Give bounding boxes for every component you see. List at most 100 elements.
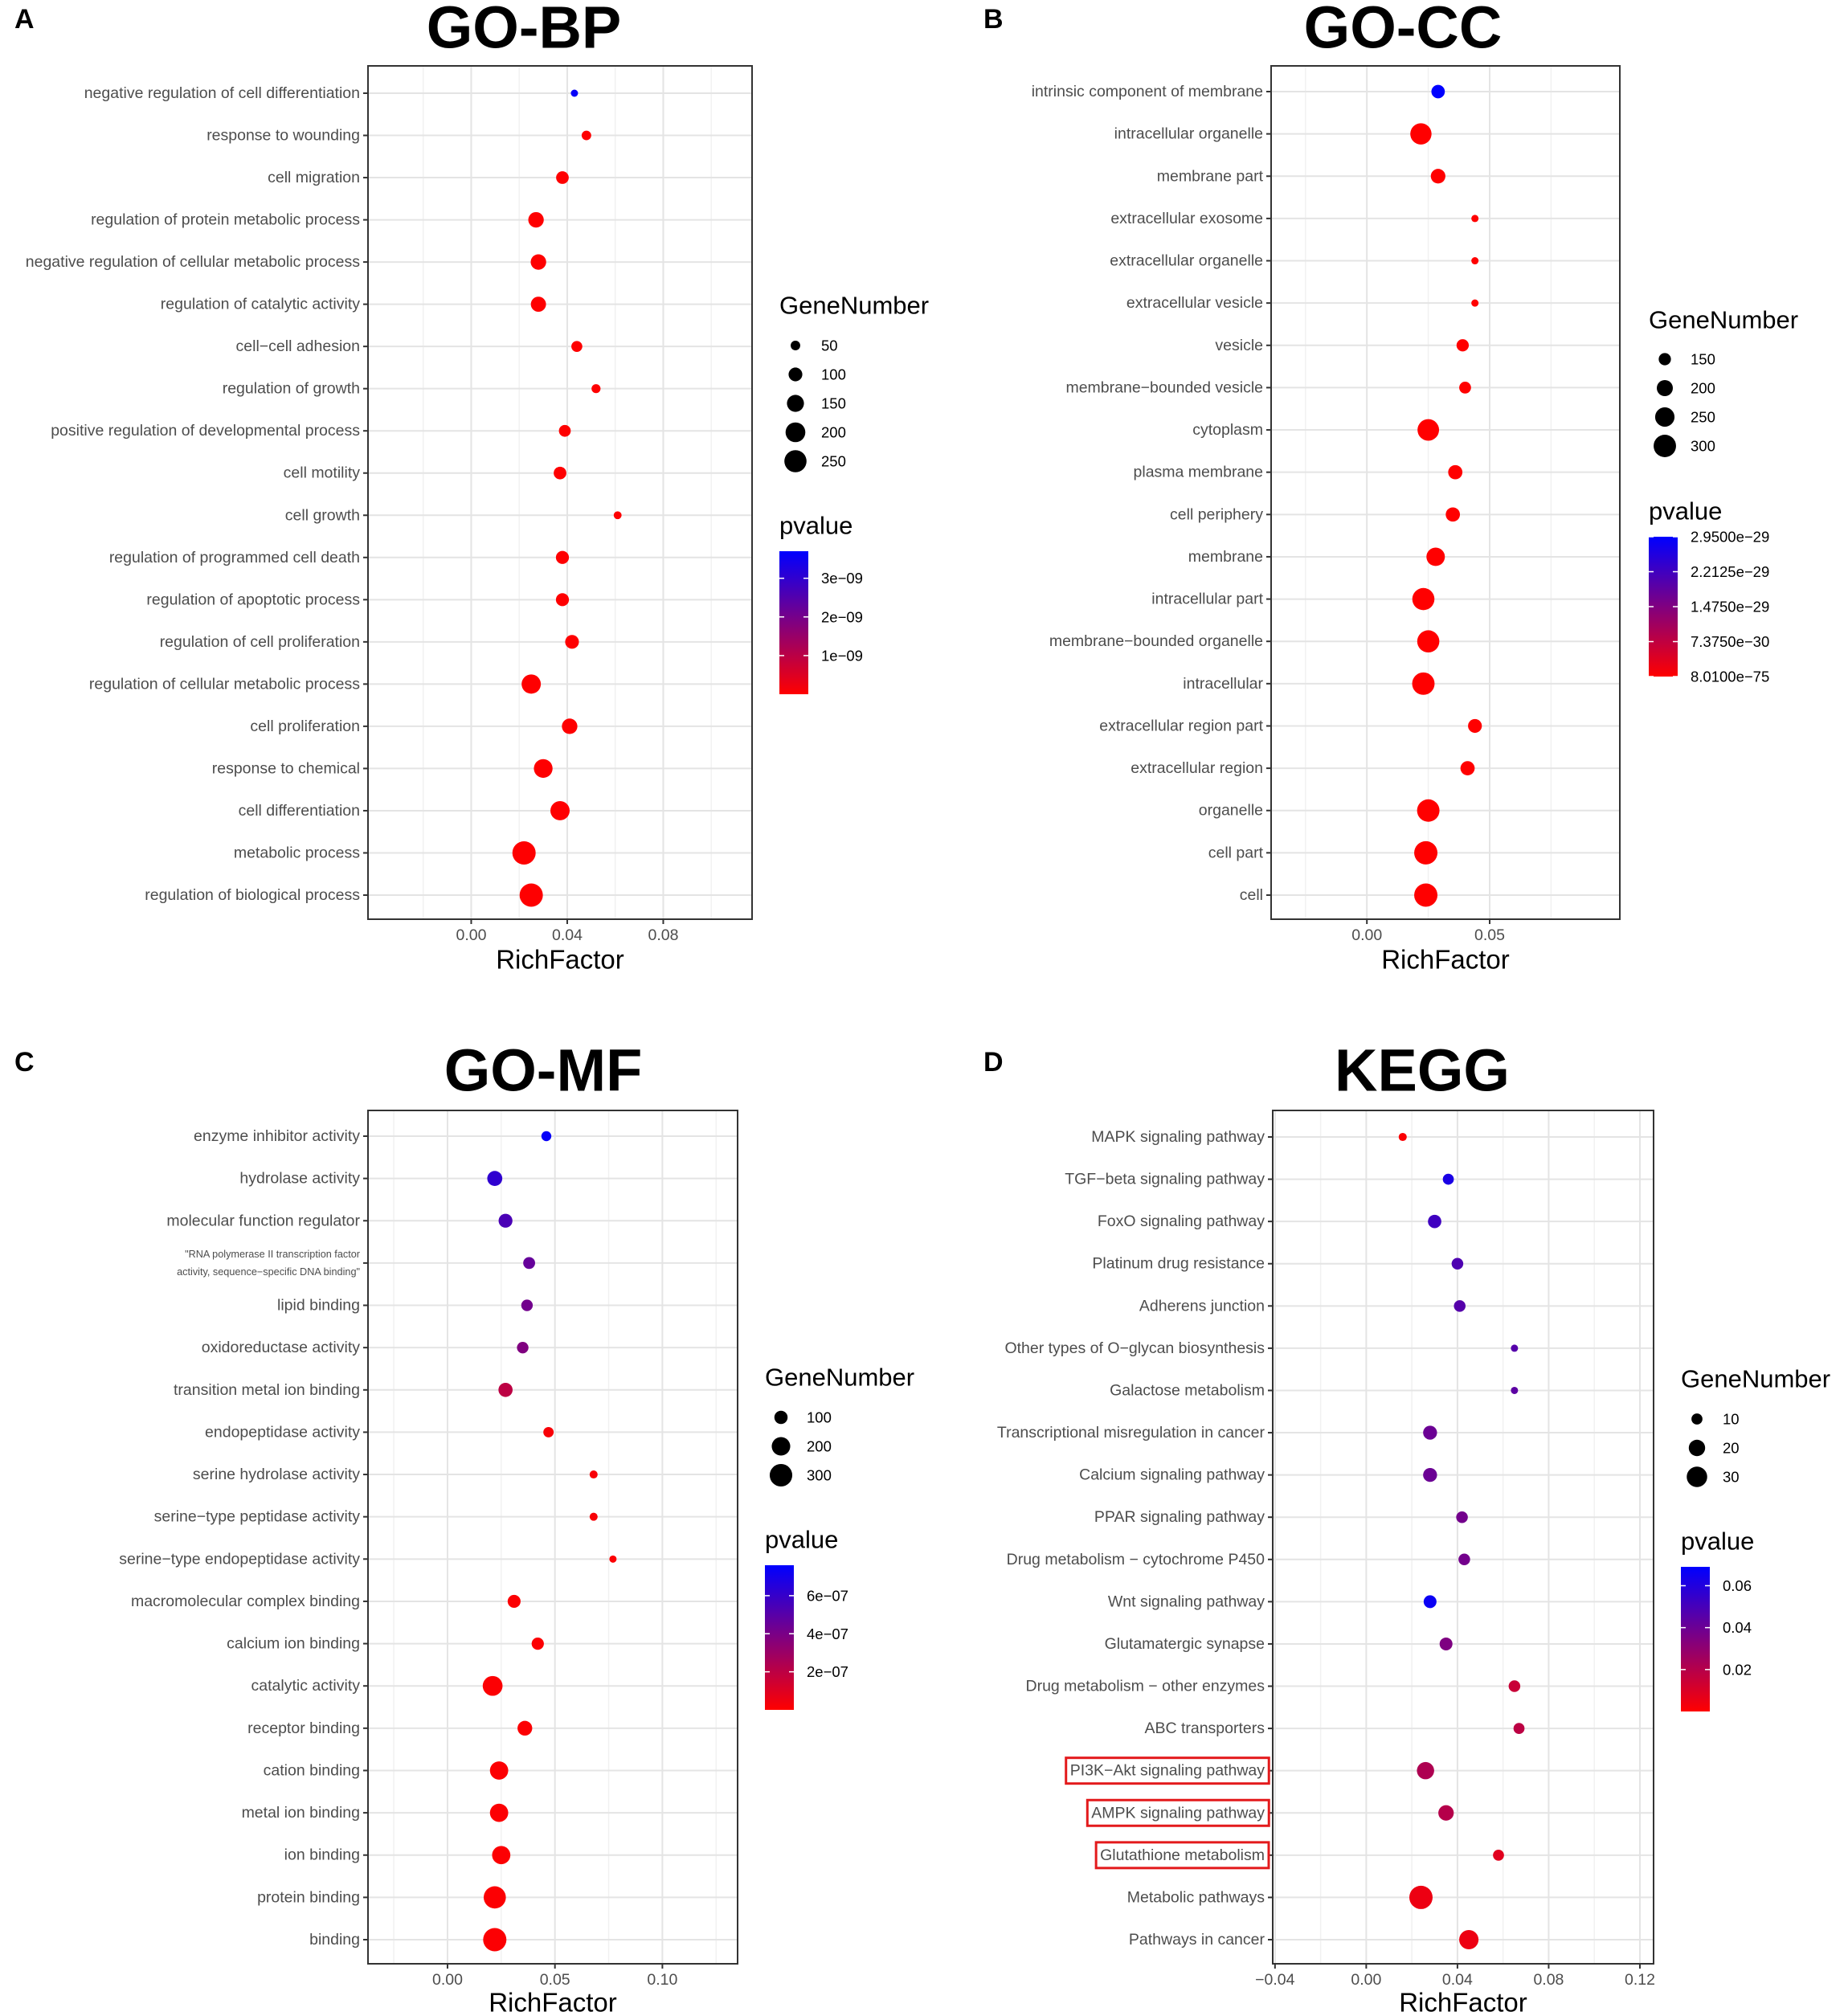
term-label: membrane−bounded vesicle [1065,378,1263,396]
term-label: membrane [1188,548,1263,566]
x-tick-label: −0.04 [1255,1971,1294,1989]
plot-border [367,1110,738,1965]
size-legend-label: 200 [1691,380,1715,397]
panel-c: C GO-MF enzyme inhibitor activity hydrolase… [14,1037,914,2016]
highlight-box [1094,1841,1270,1870]
size-legend-label: 200 [821,424,846,441]
size-legend-key [1657,380,1673,396]
term-label: ABC transporters [1144,1720,1265,1737]
data-point [1451,1257,1464,1270]
term-label: regulation of programmed cell death [109,549,360,566]
chart-title: GO-MF [444,1037,643,1104]
x-tick-label: 0.00 [456,926,486,944]
data-point [555,593,570,607]
data-point [589,1470,598,1479]
term-label: regulation of catalytic activity [161,296,360,313]
term-label: transition metal ion binding [174,1381,360,1399]
x-axis-title: RichFactor [1381,945,1510,975]
panel-letter: C [14,1047,35,1078]
data-point [521,1299,534,1311]
term-label: Wnt signaling pathway [1108,1593,1265,1610]
data-point [1426,547,1445,566]
data-point [1431,84,1445,99]
x-tick-label: 0.00 [1351,926,1382,944]
size-legend-label: 30 [1723,1469,1740,1486]
size-legend-label: 300 [1691,438,1715,455]
color-legend-label: 2e−07 [807,1663,848,1680]
chart-title: GO-CC [1304,0,1503,61]
data-point [1493,1849,1504,1861]
data-point [1456,339,1470,352]
size-legend-key [1691,1413,1703,1425]
term-label: Glutamatergic synapse [1105,1635,1265,1653]
data-point [528,211,544,228]
term-label: vesicle [1215,337,1263,354]
data-point [570,89,579,97]
data-point [1412,587,1435,611]
term-label: catalytic activity [251,1677,361,1695]
data-point [531,1637,544,1650]
term-label: extracellular exosome [1110,210,1263,227]
data-point [1459,382,1471,394]
size-legend-label: 250 [821,453,846,470]
chart-title: KEGG [1335,1037,1510,1104]
x-tick-label: 0.04 [552,926,583,944]
term-label: Pathways in cancer [1129,1931,1265,1949]
size-legend-key [785,422,806,443]
data-point [1398,1132,1407,1142]
term-label: cell [1240,886,1263,904]
term-label: membrane part [1157,167,1264,185]
data-point [498,1382,513,1397]
term-label: regulation of biological process [145,886,360,904]
color-legend-label: 1.4750e−29 [1691,599,1769,615]
size-legend-key [784,450,807,472]
plot-background [1273,1110,1654,1964]
color-legend-label: 2.9500e−29 [1691,529,1769,546]
size-legend-title: GeneNumber [1649,306,1798,334]
size-legend-key [1654,407,1675,427]
data-point [1417,799,1440,822]
term-label: extracellular region part [1099,717,1263,734]
term-label: intracellular part [1151,591,1263,608]
size-legend-title: GeneNumber [1681,1365,1830,1393]
term-label: intracellular [1183,675,1263,693]
plot-border [1272,1110,1654,1965]
term-label: PI3K−Akt signaling pathway [1070,1762,1265,1780]
data-point [483,1928,507,1952]
x-tick-label: 0.05 [1474,926,1505,944]
highlight-box [1086,1798,1270,1827]
x-tick-label: 0.05 [540,1971,570,1989]
data-point [492,1846,511,1865]
data-point [1508,1680,1521,1692]
term-label: cell periphery [1170,505,1263,523]
term-label: regulation of cell proliferation [160,633,360,651]
data-point [487,1171,503,1186]
data-point [554,466,566,480]
data-point [562,718,578,734]
size-legend-label: 100 [821,366,846,383]
size-legend-key [1688,1439,1706,1457]
size-legend-label: 250 [1691,409,1715,426]
color-legend-bar [779,551,808,694]
x-tick-label: 0.08 [648,926,678,944]
size-legend-key [791,341,800,350]
term-label: extracellular vesicle [1126,294,1263,312]
data-point [1468,718,1482,734]
data-point [543,1426,554,1437]
panel-letter: B [983,4,1004,35]
x-axis-title: RichFactor [489,1988,617,2016]
term-label: PPAR signaling pathway [1094,1508,1265,1526]
data-point [1459,1929,1479,1950]
data-point [581,130,591,141]
data-point [519,883,543,907]
x-axis-title: RichFactor [496,945,624,975]
term-label: response to chemical [212,759,360,777]
size-legend-label: 50 [821,337,838,354]
term-label: Adherens junction [1139,1297,1265,1315]
data-point [482,1675,503,1696]
data-point [521,674,542,694]
panel-d: D KEGG MAPK signaling pathway TGF−beta sign… [983,1037,1830,2016]
term-label: cell differentiation [239,802,360,820]
term-label-line: "RNA polymerase II transcription factor [185,1249,361,1260]
x-tick-label: 0.12 [1625,1971,1655,1989]
